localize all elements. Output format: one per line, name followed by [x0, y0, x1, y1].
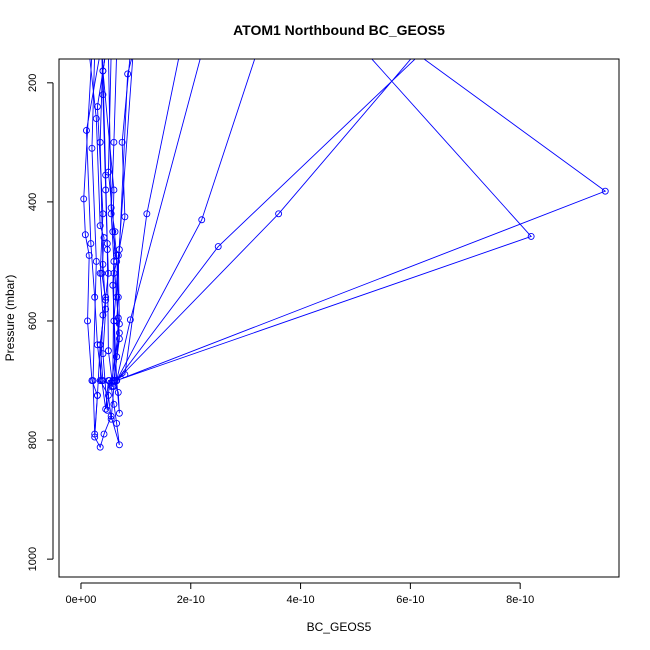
- data-point: [85, 252, 93, 259]
- series-10: [113, 59, 416, 384]
- data-point: [103, 240, 111, 248]
- series-3: [93, 59, 122, 423]
- data-point: [100, 430, 108, 438]
- data-point: [91, 293, 99, 301]
- chart-title: ATOM1 Northbound BC_GEOS5: [233, 22, 445, 38]
- y-axis: 200 400 600 800 1000: [27, 74, 54, 571]
- data-point: [96, 443, 104, 451]
- data-point: [106, 377, 113, 384]
- data-point: [89, 377, 97, 384]
- x-tick-label: 6e-10: [396, 594, 424, 606]
- y-axis-label: Pressure (mbar): [3, 275, 17, 362]
- data-point: [80, 195, 88, 203]
- data-point: [198, 216, 206, 224]
- data-point: [214, 243, 222, 251]
- data-point: [104, 168, 112, 176]
- x-tick-label: 0e+00: [66, 594, 97, 606]
- data-point: [110, 400, 118, 408]
- x-tick-label: 8e-10: [506, 594, 534, 606]
- data-point: [102, 293, 110, 301]
- data-point: [99, 91, 107, 99]
- series-8: [110, 59, 180, 384]
- data-point: [99, 377, 107, 384]
- data-point: [102, 305, 110, 313]
- data-point: [93, 103, 101, 111]
- data-point: [115, 409, 123, 417]
- data-point: [527, 232, 535, 240]
- data-point: [82, 126, 90, 134]
- data-point: [92, 257, 100, 265]
- y-tick-label: 800: [27, 431, 39, 449]
- data-point: [104, 269, 112, 277]
- data-point: [103, 406, 111, 414]
- data-point: [92, 115, 100, 122]
- data-point: [96, 222, 104, 230]
- data-point: [111, 228, 119, 236]
- data-point: [99, 67, 107, 75]
- data-point: [109, 281, 117, 289]
- data-point: [110, 186, 118, 194]
- data-point: [113, 419, 121, 427]
- data-point: [143, 210, 151, 218]
- data-point: [87, 240, 95, 248]
- data-point: [96, 138, 104, 146]
- data-point: [126, 316, 134, 324]
- data-point: [81, 231, 89, 239]
- series-11: [113, 59, 609, 384]
- y-tick-label: 600: [27, 312, 39, 330]
- data-point: [93, 391, 101, 399]
- series-line: [116, 59, 416, 381]
- y-tick-label: 200: [27, 74, 39, 92]
- plot-frame: [58, 58, 620, 578]
- data-point: [88, 144, 96, 152]
- data-point: [115, 441, 123, 449]
- data-point: [107, 415, 115, 423]
- data-point: [113, 257, 121, 265]
- data-point: [107, 204, 115, 212]
- data-point: [91, 430, 99, 438]
- series-layer: [80, 59, 609, 451]
- data-point: [84, 317, 92, 325]
- data-point: [99, 350, 107, 358]
- y-tick-label: 1000: [27, 547, 39, 571]
- data-point: [114, 388, 122, 396]
- data-point: [113, 377, 121, 384]
- data-point: [124, 70, 132, 78]
- data-point: [115, 329, 123, 337]
- data-point: [109, 228, 117, 236]
- data-point: [110, 138, 118, 146]
- series-line: [91, 59, 109, 435]
- x-axis: 0e+00 2e-10 4e-10 6e-10 8e-10: [66, 582, 534, 606]
- series-line: [99, 59, 118, 411]
- y-tick-label: 400: [27, 193, 39, 211]
- data-point: [275, 210, 283, 218]
- data-point: [601, 187, 609, 195]
- series-9: [113, 59, 256, 384]
- data-point: [98, 269, 106, 277]
- data-point: [102, 405, 110, 413]
- x-axis-label: BC_GEOS5: [307, 620, 372, 634]
- series-2: [82, 59, 133, 413]
- series-line: [116, 59, 256, 381]
- series-line: [116, 59, 607, 381]
- series-line: [107, 59, 120, 414]
- x-tick-label: 2e-10: [177, 594, 205, 606]
- x-tick-label: 4e-10: [286, 594, 314, 606]
- data-point: [110, 317, 118, 325]
- axes-layer: 0e+00 2e-10 4e-10 6e-10 8e-10 200 400 600 800 100…: [27, 74, 534, 606]
- data-point: [118, 138, 126, 146]
- data-point: [104, 347, 112, 355]
- data-point: [99, 260, 107, 268]
- data-point: [121, 213, 129, 221]
